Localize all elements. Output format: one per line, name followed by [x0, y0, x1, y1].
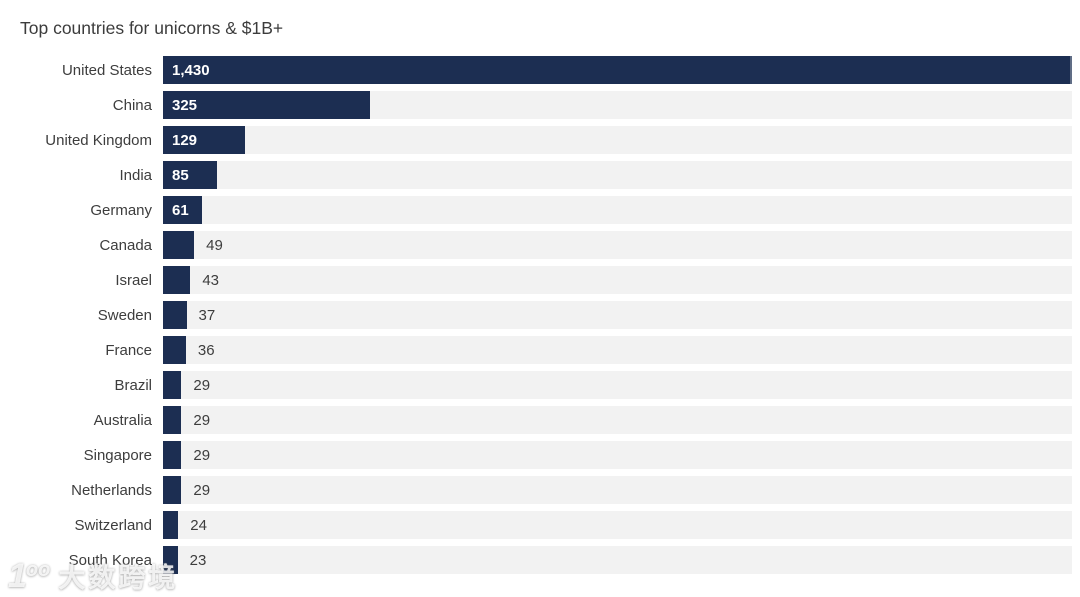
- bar-track: 36: [163, 336, 1072, 364]
- country-label: Sweden: [97, 306, 152, 324]
- bar: 325: [163, 91, 370, 119]
- chart-title: Top countries for unicorns & $1B+: [20, 18, 284, 38]
- bar: [163, 336, 186, 364]
- bar-track: 29: [163, 476, 1072, 504]
- bar: [163, 476, 182, 504]
- value-label-outside: 43: [202, 271, 220, 289]
- value-label-inside: 61: [172, 201, 189, 219]
- bar-row: Singapore 29: [0, 441, 1072, 469]
- bar-track: 37: [163, 301, 1072, 329]
- bar-row: United Kingdom 129: [0, 126, 1072, 154]
- bar: [163, 511, 179, 539]
- bar-track: 61: [163, 196, 1072, 224]
- bar: [163, 231, 195, 259]
- value-label-inside: 1,430: [172, 61, 210, 79]
- value-label-outside: 37: [198, 306, 216, 324]
- country-label: China: [112, 96, 152, 114]
- country-label: Canada: [99, 236, 152, 254]
- value-label-outside: 29: [193, 411, 211, 429]
- bar-row: United States 1,430: [0, 56, 1072, 84]
- value-label-inside: 85: [172, 166, 189, 184]
- country-label: Australia: [93, 411, 152, 429]
- value-label-inside: 129: [172, 131, 198, 149]
- country-label: India: [119, 166, 152, 184]
- bar-row: Australia 29: [0, 406, 1072, 434]
- value-label-outside: 29: [193, 376, 211, 394]
- bar-chart: United States 1,430 China 325 United Kin…: [0, 56, 1080, 574]
- bar-track: 29: [163, 441, 1072, 469]
- bar: 1,430: [163, 56, 1072, 84]
- bar-row: China 325: [0, 91, 1072, 119]
- country-label: Singapore: [83, 446, 152, 464]
- unicorn-chart-page: Top countries for unicorns & $1B+ United…: [0, 18, 1080, 593]
- country-label: France: [105, 341, 152, 359]
- bar: [163, 546, 178, 574]
- bar-row: Israel 43: [0, 266, 1072, 294]
- bar-track: 24: [163, 511, 1072, 539]
- bar-track: 49: [163, 231, 1072, 259]
- value-label-inside: 325: [172, 96, 198, 114]
- bar-track: 1,430: [163, 56, 1072, 84]
- bar-row: Switzerland 24: [0, 511, 1072, 539]
- bar-track: 23: [163, 546, 1072, 574]
- bar-row: Sweden 37: [0, 301, 1072, 329]
- bar-track: 29: [163, 406, 1072, 434]
- bar: 61: [163, 196, 202, 224]
- bar-track: 29: [163, 371, 1072, 399]
- bar: [163, 371, 182, 399]
- country-label: Brazil: [114, 376, 152, 394]
- bar-row: India 85: [0, 161, 1072, 189]
- country-label: Israel: [115, 271, 152, 289]
- bar-row: Netherlands 29: [0, 476, 1072, 504]
- value-label-outside: 23: [189, 551, 207, 569]
- country-label: Switzerland: [74, 516, 152, 534]
- value-label-outside: 36: [197, 341, 215, 359]
- bar: [163, 406, 182, 434]
- value-label-outside: 49: [206, 236, 223, 254]
- bar-row: Germany 61: [0, 196, 1072, 224]
- country-label: South Korea: [68, 551, 152, 569]
- bar-track: 43: [163, 266, 1072, 294]
- bar-track: 325: [163, 91, 1072, 119]
- bar: [163, 301, 187, 329]
- bar-row: Canada 49: [0, 231, 1072, 259]
- country-label: Germany: [90, 201, 152, 219]
- bar-track: 129: [163, 126, 1072, 154]
- bar: [163, 441, 182, 469]
- country-label: United Kingdom: [45, 131, 152, 149]
- bar-track: 85: [163, 161, 1072, 189]
- country-label: Netherlands: [71, 481, 152, 499]
- value-label-outside: 29: [193, 481, 211, 499]
- value-label-outside: 24: [190, 516, 207, 534]
- bar-row: France 36: [0, 336, 1072, 364]
- bar-row: South Korea 23: [0, 546, 1072, 574]
- value-label-outside: 29: [193, 446, 211, 464]
- bar: [163, 266, 191, 294]
- bar: 129: [163, 126, 245, 154]
- country-label: United States: [61, 61, 152, 79]
- bar-row: Brazil 29: [0, 371, 1072, 399]
- bar: 85: [163, 161, 218, 189]
